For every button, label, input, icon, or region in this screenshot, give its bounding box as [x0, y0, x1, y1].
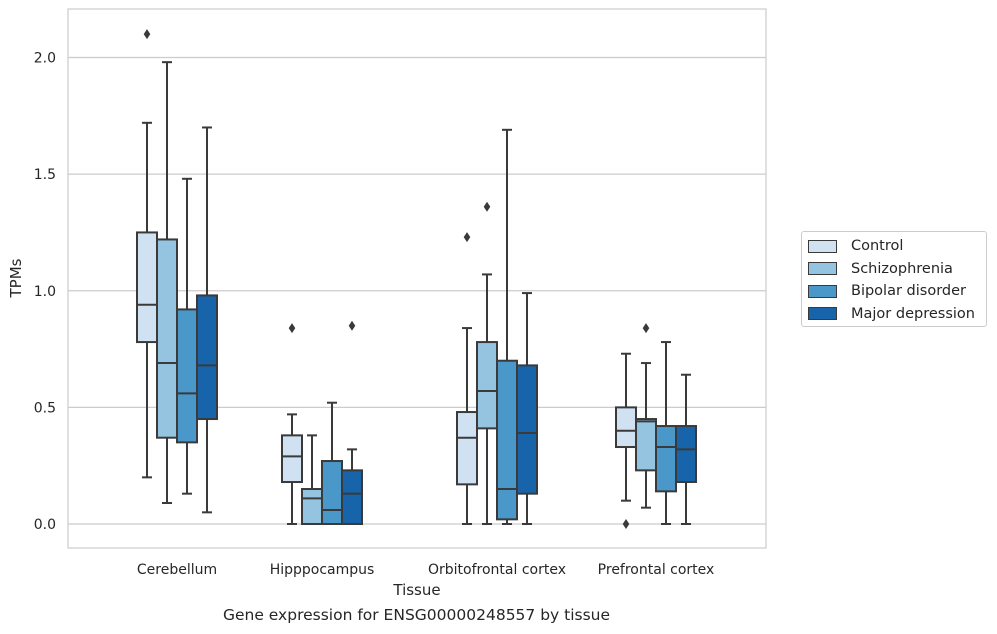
- box-bipolar-disorder-2: [496, 128, 518, 525]
- box-bipolar-disorder-0: [176, 177, 198, 495]
- iqr-box: [136, 231, 158, 344]
- box-control-2: [456, 232, 478, 525]
- box-major-depression-1: [341, 320, 363, 526]
- figure-caption: Gene expression for ENSG00000248557 by t…: [222, 606, 611, 624]
- iqr-box: [196, 294, 218, 421]
- x-tick-labels: Cerebellum Hipppocampus Orbitofrontal cort…: [137, 562, 714, 578]
- legend-label: Control: [851, 238, 904, 254]
- box-groups: [136, 29, 697, 529]
- legend-item: Major depression: [808, 304, 975, 324]
- iqr-box: [516, 364, 538, 495]
- box-major-depression-0: [196, 126, 218, 514]
- outlier-point: [143, 29, 151, 40]
- outlier-point: [348, 320, 356, 331]
- iqr-box: [321, 460, 343, 525]
- y-tick-labels: 0.0 0.5 1.0 1.5 2.0: [34, 51, 56, 534]
- box-control-1: [281, 323, 303, 525]
- box-schizophrenia-3: [635, 323, 657, 509]
- y-tick-label: 0.5: [34, 400, 56, 416]
- iqr-box: [341, 469, 363, 526]
- box-control-0: [136, 29, 158, 479]
- iqr-box: [176, 308, 198, 444]
- iqr-box: [675, 425, 697, 484]
- legend-item: Schizophrenia: [808, 259, 953, 279]
- outlier-point: [483, 201, 491, 212]
- box-schizophrenia-2: [476, 201, 498, 525]
- iqr-box: [635, 418, 657, 472]
- box-bipolar-disorder-3: [655, 341, 677, 525]
- x-tick-label: Orbitofrontal cortex: [428, 562, 566, 578]
- box-major-depression-3: [675, 373, 697, 525]
- legend: Control Schizophrenia Bipolar disorder Majo…: [801, 231, 987, 327]
- y-tick-label: 1.0: [34, 284, 56, 300]
- iqr-box: [496, 359, 518, 521]
- legend-swatch: [808, 307, 837, 320]
- x-axis-label: Tissue: [392, 581, 440, 599]
- y-tick-label: 1.5: [34, 167, 56, 183]
- iqr-box: [456, 411, 478, 486]
- legend-item: Control: [808, 236, 903, 256]
- y-tick-label: 0.0: [34, 517, 56, 533]
- legend-swatch: [808, 239, 837, 253]
- iqr-box: [281, 434, 303, 484]
- outlier-point: [622, 519, 630, 529]
- iqr-box: [655, 425, 677, 493]
- legend-label: Bipolar disorder: [851, 283, 966, 299]
- iqr-box: [156, 238, 178, 439]
- box-major-depression-2: [516, 292, 538, 525]
- iqr-box: [301, 488, 323, 526]
- x-tick-label: Hipppocampus: [270, 562, 375, 578]
- box-control-3: [615, 352, 637, 529]
- outlier-point: [642, 323, 650, 334]
- outlier-point: [288, 323, 296, 334]
- outlier-point: [463, 232, 471, 243]
- legend-item: Bipolar disorder: [808, 281, 966, 301]
- box-bipolar-disorder-1: [321, 401, 343, 525]
- legend-swatch: [808, 262, 837, 275]
- legend-label: Major depression: [851, 305, 975, 322]
- y-tick-label: 2.0: [34, 51, 56, 67]
- box-schizophrenia-1: [301, 434, 323, 526]
- iqr-box: [476, 341, 498, 430]
- iqr-box: [615, 406, 637, 449]
- legend-label: Schizophrenia: [851, 260, 953, 277]
- x-tick-label: Prefrontal cortex: [598, 562, 715, 578]
- box-schizophrenia-0: [156, 61, 178, 505]
- y-axis-label: TPMs: [7, 258, 25, 298]
- x-tick-label: Cerebellum: [137, 562, 217, 578]
- plot-frame: [67, 8, 767, 549]
- legend-swatch: [808, 284, 837, 298]
